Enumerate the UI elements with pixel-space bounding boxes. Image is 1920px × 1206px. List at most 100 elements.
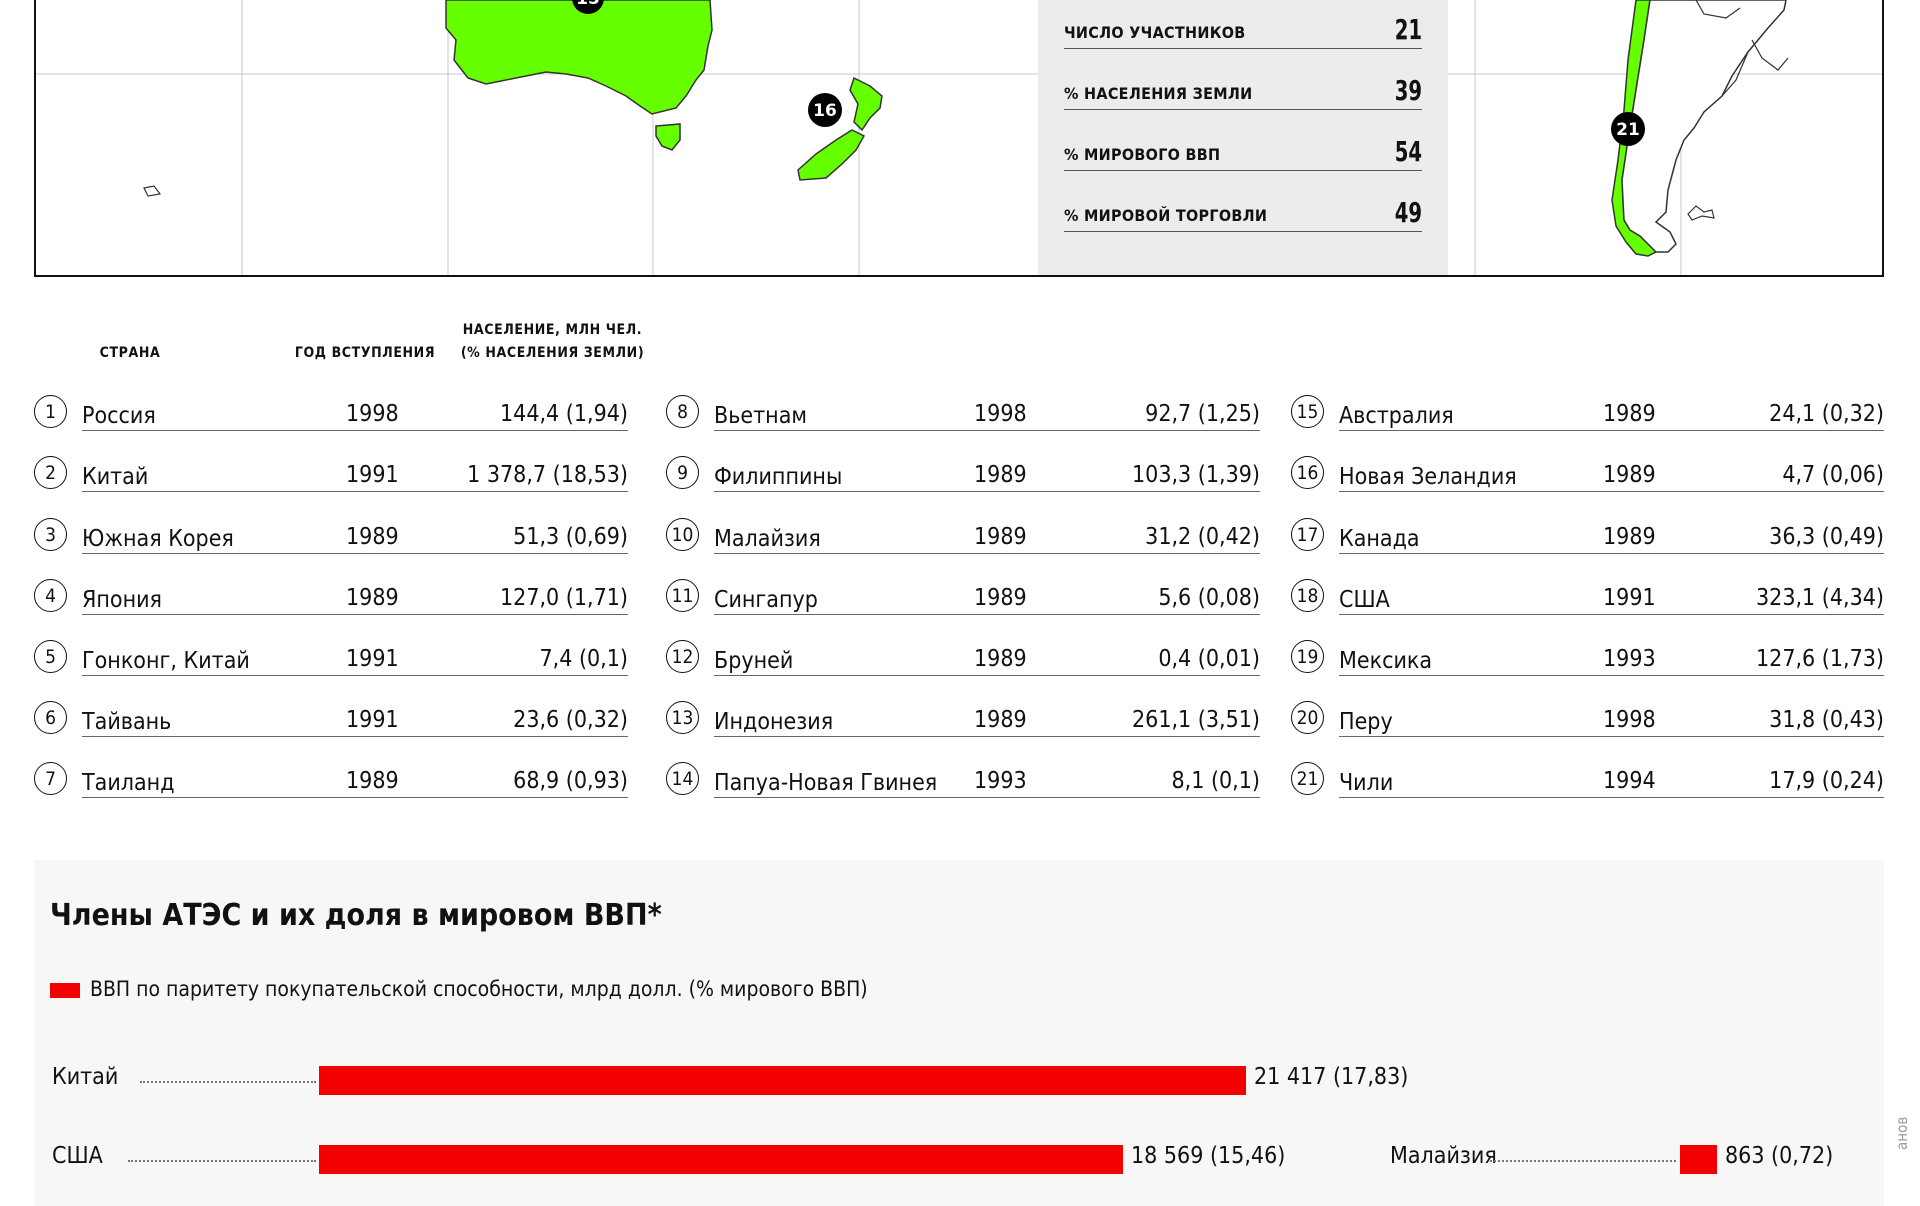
svg-text:15: 15: [576, 0, 600, 9]
credit-text: анов: [1893, 1116, 1911, 1150]
tasmania-shape: [655, 123, 681, 151]
country-name: Канада: [1339, 526, 1420, 552]
country-number-badge: 8: [666, 395, 699, 428]
country-name: Чили: [1339, 770, 1394, 796]
country-join-year: 1991: [346, 646, 399, 672]
apec-stats-panel: число участников 21 % населения Земли 39…: [1038, 0, 1448, 275]
country-name: США: [1339, 587, 1390, 613]
bar-category-label: Китай: [52, 1064, 119, 1090]
row-underline: [714, 757, 1260, 798]
country-join-year: 1989: [1603, 524, 1656, 550]
country-row: 5 Гонконг, Китай 1991 7,4 (0,1): [34, 636, 628, 676]
header-population-line1: НАСЕЛЕНИЕ, МЛН ЧЕЛ.: [462, 322, 643, 338]
bar-value-label: 18 569 (15,46): [1131, 1143, 1286, 1169]
legend-label: ВВП по паритету покупательской способнос…: [90, 977, 868, 1001]
row-underline: [714, 574, 1260, 615]
stat-value: 49: [1394, 196, 1422, 229]
country-number-badge: 6: [34, 701, 67, 734]
country-population: 144,4 (1,94): [500, 401, 628, 427]
country-number-badge: 20: [1291, 701, 1324, 734]
country-join-year: 1993: [974, 768, 1027, 794]
country-name: Филиппины: [714, 464, 843, 490]
country-row: 17 Канада 1989 36,3 (0,49): [1291, 514, 1884, 554]
country-population: 23,6 (0,32): [513, 707, 628, 733]
country-row: 2 Китай 1991 1 378,7 (18,53): [34, 452, 628, 492]
country-join-year: 1989: [974, 462, 1027, 488]
country-name: Китай: [82, 464, 149, 490]
map-canvas: 15 16 21: [36, 0, 1882, 275]
stat-row-gdp: % мирового ВВП 54: [1064, 128, 1422, 171]
country-row: 12 Бруней 1989 0,4 (0,01): [666, 636, 1260, 676]
map-marker-15: 15: [572, 0, 604, 14]
row-underline: [714, 390, 1260, 431]
country-join-year: 1991: [346, 462, 399, 488]
country-population: 31,8 (0,43): [1769, 707, 1884, 733]
country-number-badge: 9: [666, 456, 699, 489]
country-population: 92,7 (1,25): [1145, 401, 1260, 427]
country-join-year: 1993: [1603, 646, 1656, 672]
country-population: 36,3 (0,49): [1769, 524, 1884, 550]
country-name: Южная Корея: [82, 526, 234, 552]
country-population: 103,3 (1,39): [1132, 462, 1260, 488]
country-name: Тайвань: [82, 709, 172, 735]
country-number-badge: 19: [1291, 640, 1324, 673]
country-name: Таиланд: [82, 770, 175, 796]
country-number-badge: 12: [666, 640, 699, 673]
gdp-bar: [1680, 1145, 1717, 1174]
australia-shape: [445, 0, 713, 115]
apec-map: 15 16 21 число участников 21 % населения…: [34, 0, 1884, 277]
country-row: 20 Перу 1998 31,8 (0,43): [1291, 697, 1884, 737]
country-population: 1 378,7 (18,53): [467, 462, 628, 488]
country-number-badge: 5: [34, 640, 67, 673]
stat-value: 21: [1394, 13, 1422, 46]
row-underline: [1339, 574, 1884, 615]
country-number-badge: 16: [1291, 456, 1324, 489]
row-underline: [82, 574, 628, 615]
country-join-year: 1989: [974, 707, 1027, 733]
country-number-badge: 7: [34, 762, 67, 795]
stat-value: 54: [1394, 135, 1422, 168]
country-number-badge: 1: [34, 395, 67, 428]
stat-label: число участников: [1064, 23, 1246, 42]
country-name: Папуа-Новая Гвинея: [714, 770, 938, 796]
bar-leader-dots: [128, 1160, 316, 1162]
stat-row-trade: % мировой торговли 49: [1064, 189, 1422, 232]
country-row: 7 Таиланд 1989 68,9 (0,93): [34, 758, 628, 798]
country-row: 21 Чили 1994 17,9 (0,24): [1291, 758, 1884, 798]
gdp-bar: [319, 1145, 1123, 1174]
row-underline: [82, 635, 628, 676]
header-year: ГОД ВСТУПЛЕНИЯ: [294, 345, 436, 361]
country-join-year: 1991: [346, 707, 399, 733]
country-population: 4,7 (0,06): [1782, 462, 1884, 488]
country-row: 16 Новая Зеландия 1989 4,7 (0,06): [1291, 452, 1884, 492]
row-underline: [82, 451, 628, 492]
chart-title: Члены АТЭС и их доля в мировом ВВП*: [50, 898, 662, 933]
bar-category-label: Малайзия: [1390, 1143, 1497, 1169]
country-join-year: 1989: [974, 585, 1027, 611]
row-underline: [714, 635, 1260, 676]
country-join-year: 1991: [1603, 585, 1656, 611]
country-number-badge: 17: [1291, 518, 1324, 551]
svg-text:16: 16: [813, 101, 837, 121]
country-row: 3 Южная Корея 1989 51,3 (0,69): [34, 514, 628, 554]
country-join-year: 1989: [974, 524, 1027, 550]
stat-row-members: число участников 21: [1064, 6, 1422, 49]
country-population: 5,6 (0,08): [1158, 585, 1260, 611]
country-number-badge: 2: [34, 456, 67, 489]
svg-text:21: 21: [1616, 120, 1640, 140]
country-population: 323,1 (4,34): [1756, 585, 1884, 611]
country-number-badge: 4: [34, 579, 67, 612]
country-join-year: 1994: [1603, 768, 1656, 794]
country-row: 8 Вьетнам 1998 92,7 (1,25): [666, 391, 1260, 431]
country-name: Гонконг, Китай: [82, 648, 250, 674]
argentina-shape: [1621, 0, 1787, 253]
country-name: Япония: [82, 587, 162, 613]
bar-value-label: 21 417 (17,83): [1254, 1064, 1409, 1090]
row-underline: [1339, 513, 1884, 554]
country-number-badge: 3: [34, 518, 67, 551]
new-zealand-south-shape: [797, 129, 866, 181]
country-join-year: 1989: [346, 768, 399, 794]
country-population: 8,1 (0,1): [1171, 768, 1260, 794]
country-join-year: 1989: [974, 646, 1027, 672]
row-underline: [82, 757, 628, 798]
